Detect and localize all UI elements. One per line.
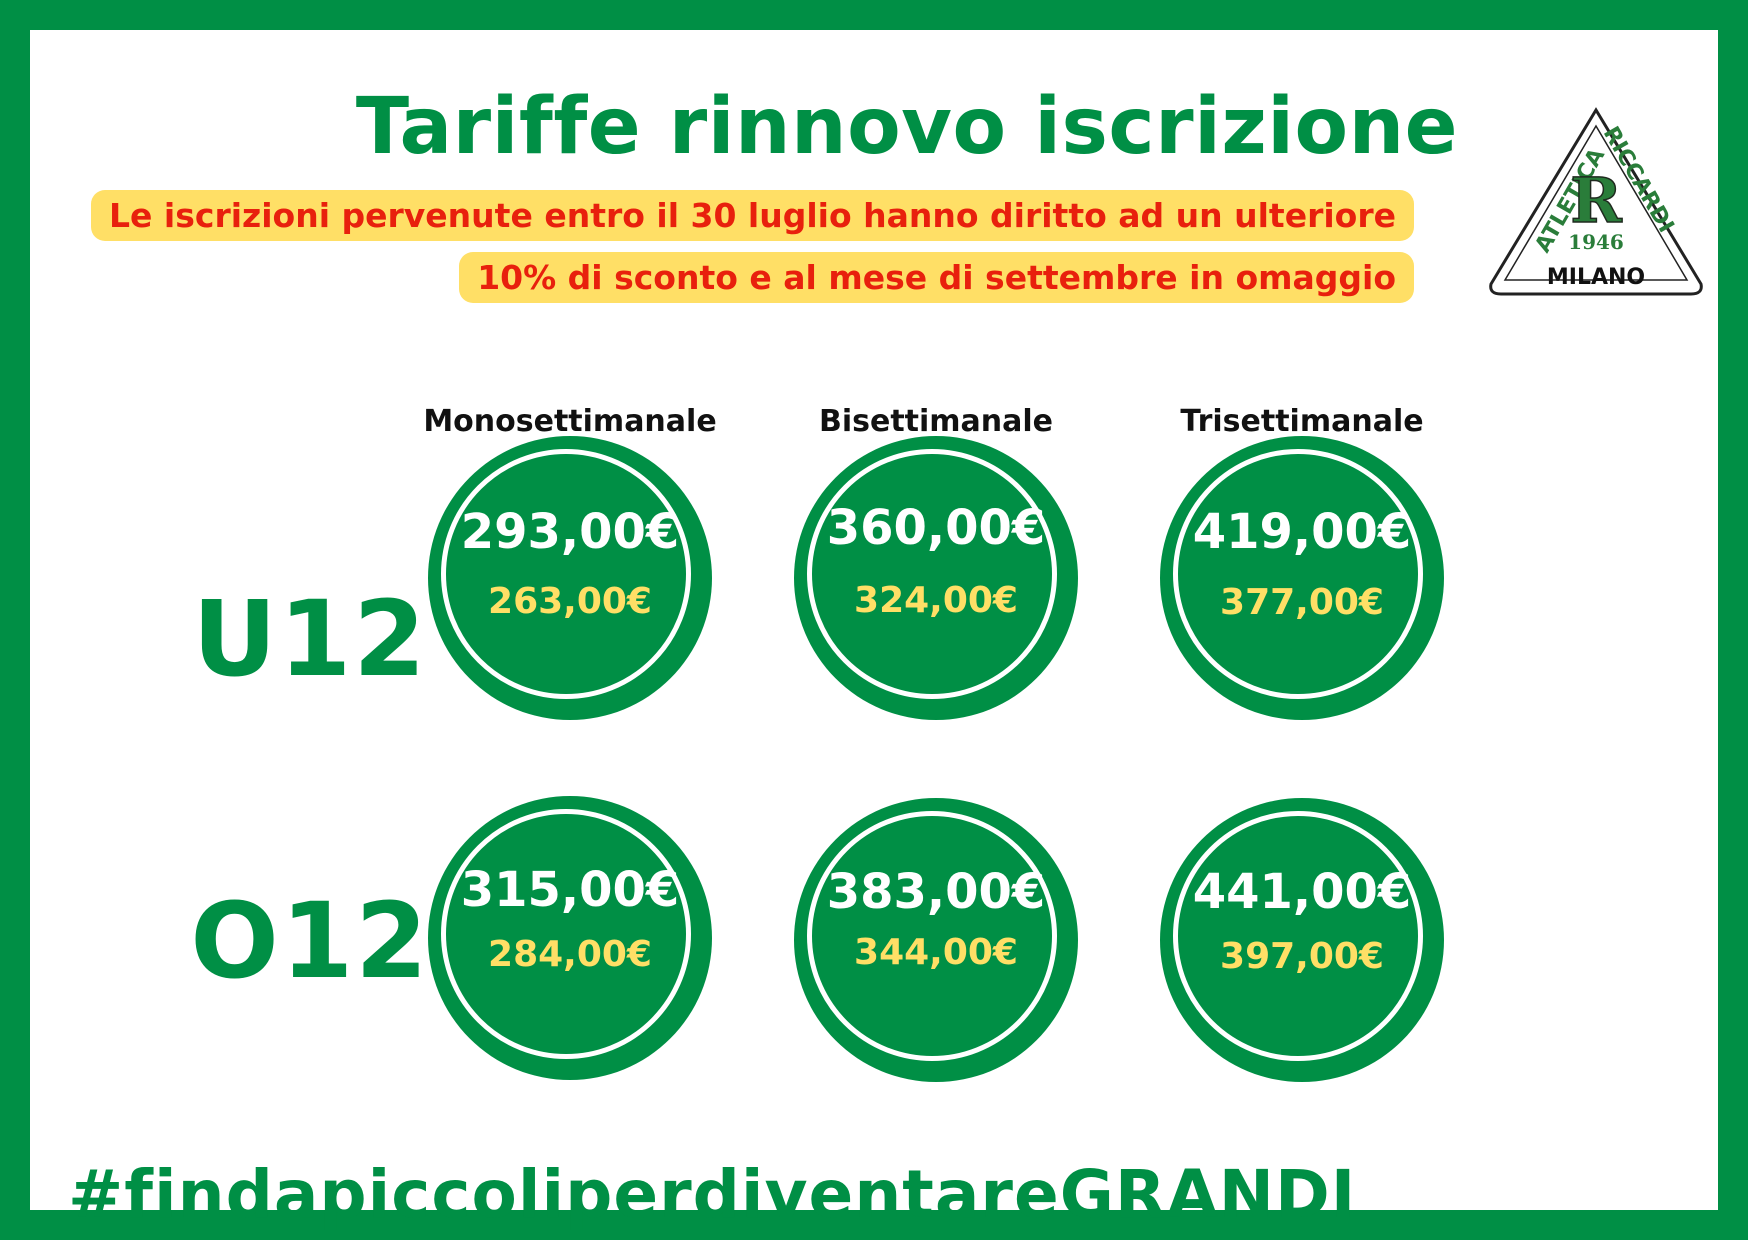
price-circle-ring — [1173, 811, 1423, 1061]
campaign-hashtag: #findapiccoliperdiventareGRANDI — [68, 1156, 1357, 1233]
price-circle-ring — [441, 809, 691, 1059]
price-circle-u12-tri: 419,00€ 377,00€ — [1160, 436, 1444, 720]
logo-year: 1946 — [1568, 230, 1624, 254]
logo-city: MILANO — [1547, 265, 1645, 290]
price-full: 360,00€ — [826, 500, 1046, 556]
price-discount: 324,00€ — [854, 580, 1018, 621]
price-circle-o12-mono: 315,00€ 284,00€ — [428, 796, 712, 1080]
price-circle-u12-mono: 293,00€ 263,00€ — [428, 436, 712, 720]
price-circle-o12-bi: 383,00€ 344,00€ — [794, 798, 1078, 1082]
price-discount: 263,00€ — [488, 581, 652, 622]
price-full: 441,00€ — [1192, 864, 1412, 920]
price-discount: 344,00€ — [854, 932, 1018, 973]
price-discount: 284,00€ — [488, 934, 652, 975]
discount-notice-line-2: 10% di sconto e al mese di settembre in … — [459, 252, 1414, 303]
price-full: 419,00€ — [1192, 504, 1412, 560]
row-label-u12: U12 — [192, 578, 428, 700]
row-label-o12: O12 — [190, 880, 430, 1002]
price-full: 315,00€ — [460, 862, 680, 918]
price-circle-ring — [807, 811, 1057, 1061]
price-full: 383,00€ — [826, 864, 1046, 920]
column-header-bisettimanale: Bisettimanale — [818, 404, 1054, 439]
price-discount: 397,00€ — [1220, 936, 1384, 977]
price-circle-u12-bi: 360,00€ 324,00€ — [794, 436, 1078, 720]
column-header-trisettimanale: Trisettimanale — [1180, 404, 1424, 439]
price-full: 293,00€ — [460, 504, 680, 560]
column-header-monosettimanale: Monosettimanale — [423, 404, 717, 439]
price-circle-ring — [1173, 449, 1423, 699]
price-discount: 377,00€ — [1220, 582, 1384, 623]
logo-letter: R — [1570, 164, 1622, 237]
discount-notice-line-1: Le iscrizioni pervenute entro il 30 lugl… — [91, 190, 1414, 241]
price-circle-ring — [441, 449, 691, 699]
price-circle-ring — [807, 449, 1057, 699]
club-logo: ATLETICA RICCARDI R 1946 MILANO — [1489, 107, 1703, 296]
page-title: Tariffe rinnovo iscrizione — [355, 82, 1458, 172]
price-circle-o12-tri: 441,00€ 397,00€ — [1160, 798, 1444, 1082]
